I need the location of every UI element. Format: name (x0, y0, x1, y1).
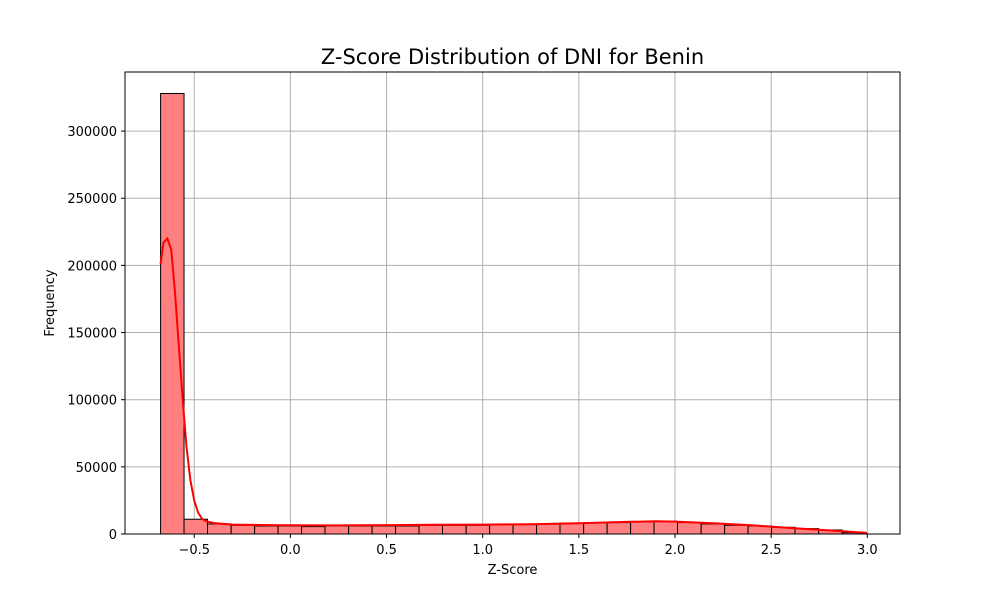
y-tick-label: 150000 (67, 327, 117, 342)
histogram-bar (653, 520, 678, 535)
y-tick-label: 0 (109, 528, 117, 543)
histogram-bar (324, 525, 350, 535)
x-tick-label: 0.0 (280, 543, 301, 558)
histogram-bar (348, 525, 373, 535)
histogram-bar (371, 525, 397, 535)
x-axis-ticks: −0.5 0.0 0.5 1.0 1.5 2.0 2.5 3.0 (178, 534, 878, 558)
chart-title: Z-Score Distribution of DNI for Benin (321, 45, 704, 69)
histogram-bar (700, 523, 726, 535)
y-tick-label: 250000 (67, 192, 117, 207)
x-tick-label: 2.5 (761, 543, 782, 558)
histogram-bar (677, 522, 702, 535)
y-tick-label: 50000 (76, 461, 117, 476)
histogram-bar (301, 526, 326, 535)
histogram-bar (724, 524, 749, 535)
histogram-bars (160, 92, 867, 535)
histogram-bar (489, 524, 514, 535)
histogram-bar (277, 525, 303, 535)
histogram-bar (630, 521, 655, 535)
plot-frame (124, 71, 901, 535)
histogram-bar (418, 524, 443, 535)
histogram-bar (230, 524, 256, 535)
kde-curve (159, 236, 868, 534)
y-axis-ticks: 0 50000 100000 150000 200000 250000 300000 (67, 125, 125, 543)
histogram-bar (559, 522, 585, 535)
grid-lines (125, 72, 900, 535)
histogram-bar (606, 522, 632, 535)
histogram-bar (207, 523, 232, 535)
x-tick-label: 3.0 (857, 543, 878, 558)
histogram-bar (442, 524, 467, 535)
histogram-bar (254, 525, 279, 535)
histogram-bar (512, 524, 538, 535)
histogram-bar (160, 92, 185, 535)
x-tick-label: 1.5 (569, 543, 590, 558)
x-tick-label: −0.5 (178, 543, 210, 558)
histogram-bar (465, 524, 491, 535)
histogram-bar (395, 525, 420, 535)
y-tick-label: 300000 (67, 125, 117, 140)
histogram-bar (536, 523, 561, 535)
x-tick-label: 1.0 (472, 543, 493, 558)
x-tick-label: 2.0 (665, 543, 686, 558)
y-axis-label: Frequency (43, 269, 58, 336)
y-tick-label: 200000 (67, 259, 117, 274)
x-tick-label: 0.5 (376, 543, 397, 558)
x-axis-label: Z-Score (488, 563, 538, 578)
y-tick-label: 100000 (67, 394, 117, 409)
histogram-bar (183, 518, 209, 535)
histogram-bar (583, 522, 608, 535)
